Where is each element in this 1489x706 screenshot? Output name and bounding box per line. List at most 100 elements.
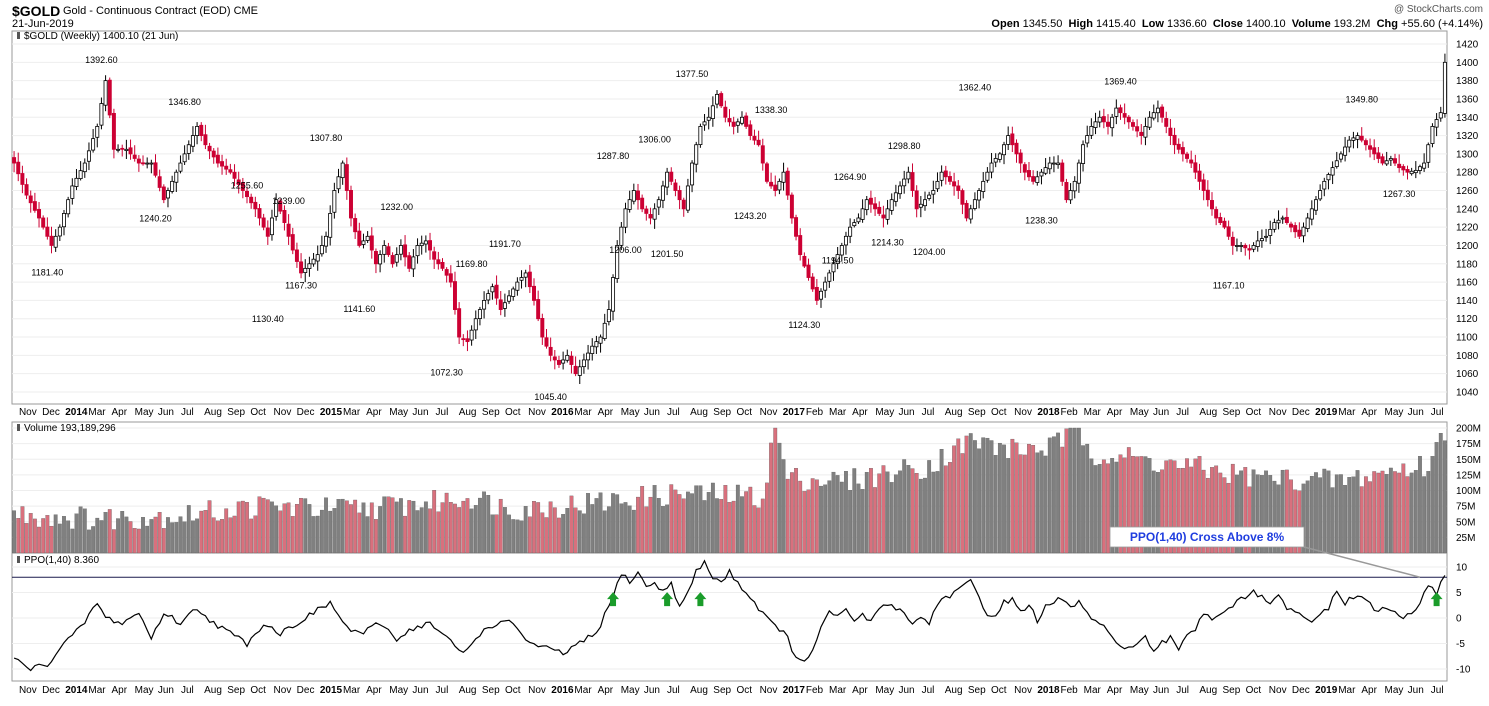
volume-bar-up <box>78 506 83 554</box>
volume-bar-down <box>1397 472 1402 554</box>
price-tick-label: 1400 <box>1456 58 1479 69</box>
volume-bar-up <box>1355 470 1360 554</box>
volume-bar-down <box>960 453 965 554</box>
volume-bar-down <box>1031 445 1036 554</box>
volume-bar-down <box>1060 446 1065 554</box>
candle-up <box>1388 158 1393 161</box>
volume-bar-up <box>415 510 420 554</box>
price-x-tick-label: Aug <box>1199 407 1217 418</box>
candle-up <box>702 121 707 126</box>
ppo-line <box>13 559 1446 672</box>
volume-bar-down <box>1160 469 1164 554</box>
volume-bar-up <box>661 506 665 554</box>
volume-bar-down <box>295 504 299 554</box>
ppo-x-tick-label: May <box>621 685 640 696</box>
volume-bar-up <box>340 498 345 554</box>
price-tick-label: 1260 <box>1456 186 1479 197</box>
ppo-tick-label: 10 <box>1456 563 1468 574</box>
candle-up <box>99 103 104 126</box>
candle-down <box>1022 164 1027 173</box>
ppo-x-tick-label: Jun <box>644 685 660 696</box>
volume-bar-down <box>769 442 773 554</box>
volume-bar-up <box>561 514 566 554</box>
candle-up <box>319 245 324 255</box>
volume-bar-up <box>565 508 570 554</box>
ppo-x-tick-label: Oct <box>1246 685 1262 696</box>
volume-bar-down <box>540 512 545 554</box>
candle-up <box>848 226 853 237</box>
volume-bar-down <box>1131 456 1135 554</box>
candle-up <box>1351 137 1356 141</box>
candle-up <box>902 178 907 187</box>
candle-up <box>149 162 154 165</box>
candle-up <box>1093 121 1098 128</box>
ppo-x-tick-label: Sep <box>227 685 245 696</box>
candle-up <box>1089 126 1094 136</box>
candle-down <box>1118 107 1123 114</box>
candle-down <box>756 139 761 146</box>
volume-bar-up <box>103 512 108 554</box>
candle-down <box>648 214 653 219</box>
price-x-tick-label: Aug <box>204 407 222 418</box>
candle-down <box>132 154 137 159</box>
candle-down <box>120 147 125 150</box>
price-x-tick-label: Dec <box>297 407 315 418</box>
volume-bar-up <box>1052 436 1056 554</box>
volume-bar-down <box>16 518 21 554</box>
volume-bar-up <box>906 465 911 554</box>
volume-bar-up <box>1268 475 1273 554</box>
candle-down <box>556 359 561 365</box>
volume-bar-down <box>369 502 374 554</box>
candle-up <box>328 213 333 238</box>
ppo-x-tick-label: May <box>1385 685 1404 696</box>
candle-down <box>111 112 116 150</box>
candle-up <box>889 199 894 211</box>
ppo-x-tick-label: Oct <box>736 685 752 696</box>
candle-down <box>573 365 578 375</box>
candle-up <box>1430 126 1435 144</box>
volume-bar-down <box>569 495 574 554</box>
volume-bar-up <box>1430 456 1435 554</box>
price-x-tick-label: Jun <box>1408 407 1424 418</box>
candle-up <box>843 235 848 246</box>
candle-up <box>1234 245 1239 247</box>
volume-bar-up <box>66 520 71 554</box>
candle-down <box>294 249 299 262</box>
candle-down <box>136 158 141 164</box>
volume-bar-up <box>690 493 694 554</box>
price-x-tick-label: Jul <box>181 407 194 418</box>
candle-down <box>752 135 757 141</box>
volume-bar-down <box>773 427 778 554</box>
volume-bar-down <box>1401 463 1406 554</box>
candle-down <box>107 79 112 116</box>
candle-up <box>361 240 366 245</box>
volume-bar-up <box>931 471 936 554</box>
price-panel <box>12 53 1447 385</box>
price-extreme-label: 1264.90 <box>834 172 867 182</box>
volume-bar-down <box>240 500 245 554</box>
ohlc-summary: Open 1345.50 High 1415.40 Low 1336.60 Cl… <box>991 18 1483 30</box>
volume-bar-down <box>24 523 29 554</box>
high-label: High <box>1068 18 1093 30</box>
volume-bar-down <box>28 513 33 554</box>
candle-down <box>1185 153 1190 159</box>
candle-down <box>1201 179 1206 191</box>
candle-down <box>390 255 395 265</box>
price-x-tick-label: Apr <box>366 407 382 418</box>
volume-bar-up <box>124 516 129 554</box>
price-x-tick-label: Nov <box>1014 407 1032 418</box>
candle-down <box>1172 134 1177 146</box>
candle-down <box>353 218 358 233</box>
candle-up <box>336 176 341 190</box>
ppo-x-tick-label: Mar <box>574 685 592 696</box>
volume-bar-up <box>656 498 661 554</box>
volume-bar-up <box>615 494 620 554</box>
candle-down <box>220 161 225 167</box>
price-x-tick-label: Jun <box>898 407 914 418</box>
price-x-tick-label: Jun <box>1153 407 1169 418</box>
candle-up <box>178 162 183 172</box>
price-extreme-label: 1045.40 <box>534 392 567 402</box>
candle-up <box>739 116 744 124</box>
panel-legends: $GOLD (Weekly) 1400.10 (21 Jun) Volume 19… <box>17 31 178 566</box>
